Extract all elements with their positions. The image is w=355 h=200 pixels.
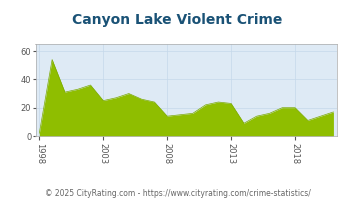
Text: Canyon Lake Violent Crime: Canyon Lake Violent Crime xyxy=(72,13,283,27)
Text: © 2025 CityRating.com - https://www.cityrating.com/crime-statistics/: © 2025 CityRating.com - https://www.city… xyxy=(45,188,310,198)
